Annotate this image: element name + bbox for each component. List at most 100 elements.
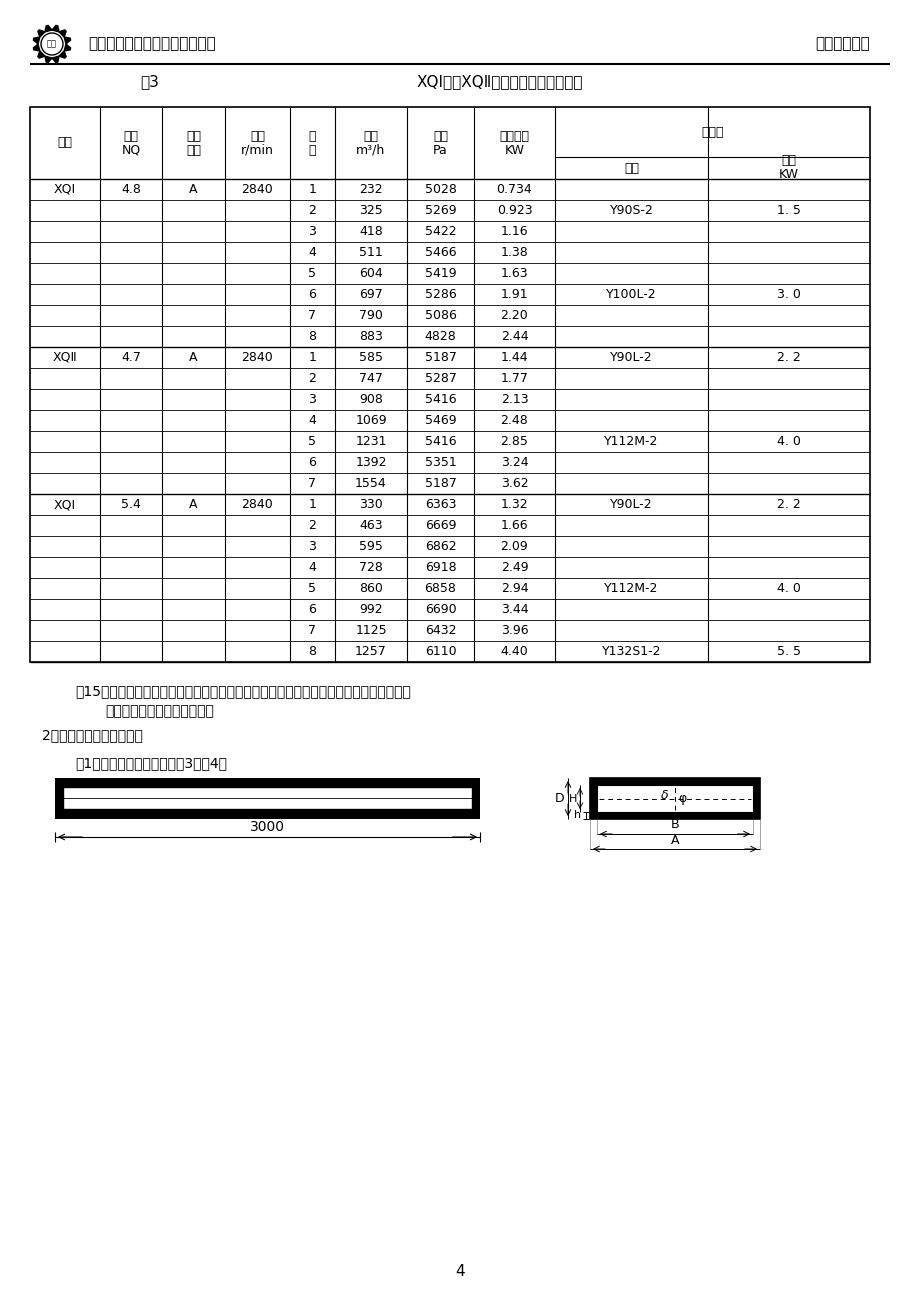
Text: 1554: 1554 bbox=[355, 477, 387, 490]
Text: 2.20: 2.20 bbox=[500, 309, 528, 322]
Text: 3: 3 bbox=[308, 393, 316, 406]
Polygon shape bbox=[52, 56, 59, 62]
Text: 3000: 3000 bbox=[250, 820, 285, 835]
Text: 5.4: 5.4 bbox=[121, 497, 141, 510]
Text: XQⅠ: XQⅠ bbox=[54, 184, 76, 197]
Bar bbox=[316, 811, 321, 816]
Text: 3: 3 bbox=[308, 225, 316, 238]
Text: m³/h: m³/h bbox=[356, 143, 385, 156]
Bar bbox=[452, 811, 457, 816]
Text: 6669: 6669 bbox=[425, 519, 456, 533]
Bar bbox=[282, 811, 287, 816]
Polygon shape bbox=[59, 30, 66, 36]
Polygon shape bbox=[33, 44, 40, 51]
Text: 空气输送斜槽: 空气输送斜槽 bbox=[814, 36, 869, 52]
Text: Y100L-2: Y100L-2 bbox=[606, 288, 656, 301]
Text: 747: 747 bbox=[358, 372, 382, 385]
Bar bbox=[55, 779, 62, 819]
Text: 463: 463 bbox=[358, 519, 382, 533]
Text: 6: 6 bbox=[308, 288, 316, 301]
Text: 3.24: 3.24 bbox=[500, 456, 528, 469]
Polygon shape bbox=[33, 36, 40, 44]
Text: 2.49: 2.49 bbox=[500, 561, 528, 574]
Bar bbox=[596, 785, 752, 812]
Text: 1.77: 1.77 bbox=[500, 372, 528, 385]
Text: 流量: 流量 bbox=[363, 129, 378, 142]
Text: 2.94: 2.94 bbox=[500, 582, 528, 595]
Text: 1257: 1257 bbox=[355, 644, 387, 658]
Text: 1392: 1392 bbox=[355, 456, 386, 469]
Text: 8: 8 bbox=[308, 329, 316, 342]
Text: 992: 992 bbox=[358, 603, 382, 616]
Text: 1: 1 bbox=[308, 497, 316, 510]
Text: 1125: 1125 bbox=[355, 624, 386, 637]
Text: 杭渡: 杭渡 bbox=[47, 39, 57, 48]
Text: 2. 2: 2. 2 bbox=[777, 497, 800, 510]
Text: 3.44: 3.44 bbox=[500, 603, 528, 616]
Text: 1. 5: 1. 5 bbox=[777, 204, 800, 217]
Bar bbox=[145, 811, 151, 816]
Text: 2.13: 2.13 bbox=[500, 393, 528, 406]
Text: 1.91: 1.91 bbox=[500, 288, 528, 301]
Text: 方式: 方式 bbox=[186, 143, 200, 156]
Text: 1.66: 1.66 bbox=[500, 519, 528, 533]
Text: 全压: 全压 bbox=[433, 129, 448, 142]
Text: 传动: 传动 bbox=[186, 129, 200, 142]
Bar bbox=[384, 811, 389, 816]
Text: Y90L-2: Y90L-2 bbox=[609, 497, 652, 510]
Text: 8: 8 bbox=[308, 644, 316, 658]
Text: 5416: 5416 bbox=[425, 393, 456, 406]
Text: 型号: 型号 bbox=[623, 161, 639, 174]
Text: 6432: 6432 bbox=[425, 624, 456, 637]
Text: 5: 5 bbox=[308, 267, 316, 280]
Text: 2: 2 bbox=[308, 372, 316, 385]
Text: 0.734: 0.734 bbox=[496, 184, 532, 197]
Text: 330: 330 bbox=[358, 497, 382, 510]
Text: 7: 7 bbox=[308, 309, 316, 322]
Text: 5419: 5419 bbox=[425, 267, 456, 280]
Text: 4: 4 bbox=[308, 414, 316, 427]
Text: H: H bbox=[568, 793, 576, 803]
Text: 1.44: 1.44 bbox=[500, 352, 528, 365]
Text: 5422: 5422 bbox=[425, 225, 456, 238]
Text: 728: 728 bbox=[358, 561, 382, 574]
Text: 232: 232 bbox=[358, 184, 382, 197]
Polygon shape bbox=[38, 30, 45, 36]
Text: D: D bbox=[554, 792, 564, 805]
Polygon shape bbox=[64, 36, 71, 44]
Text: 5351: 5351 bbox=[425, 456, 456, 469]
Text: 4: 4 bbox=[308, 246, 316, 259]
Text: 697: 697 bbox=[358, 288, 382, 301]
Text: （15）风机与斜槽的气道连接，可用钢板制成过渡形方管，中间也可用合适的胶管连接。: （15）风机与斜槽的气道连接，可用钢板制成过渡形方管，中间也可用合适的胶管连接。 bbox=[75, 684, 411, 698]
Text: Pa: Pa bbox=[433, 143, 448, 156]
Text: 5466: 5466 bbox=[425, 246, 456, 259]
Polygon shape bbox=[45, 26, 52, 31]
Text: 5028: 5028 bbox=[424, 184, 456, 197]
Text: 325: 325 bbox=[358, 204, 382, 217]
Text: 2840: 2840 bbox=[242, 352, 273, 365]
Text: 2. 2: 2. 2 bbox=[777, 352, 800, 365]
Text: 0.923: 0.923 bbox=[496, 204, 532, 217]
Text: 2: 2 bbox=[308, 204, 316, 217]
Text: r/min: r/min bbox=[241, 143, 274, 156]
Text: 4. 0: 4. 0 bbox=[777, 582, 800, 595]
Text: 1069: 1069 bbox=[355, 414, 386, 427]
Text: XQⅠ: XQⅠ bbox=[54, 497, 76, 510]
Text: 机号: 机号 bbox=[123, 129, 139, 142]
Polygon shape bbox=[45, 56, 52, 62]
Text: Y112M-2: Y112M-2 bbox=[604, 435, 658, 448]
Text: 型号: 型号 bbox=[57, 137, 73, 150]
Text: 号: 号 bbox=[309, 143, 316, 156]
Text: 1.16: 1.16 bbox=[500, 225, 528, 238]
Bar bbox=[350, 811, 355, 816]
Bar bbox=[213, 811, 219, 816]
Bar bbox=[77, 811, 83, 816]
Text: （1）标准槽：外形尺寸见图3及表4。: （1）标准槽：外形尺寸见图3及表4。 bbox=[75, 756, 227, 769]
Text: 电动机: 电动机 bbox=[700, 125, 723, 138]
Text: 6918: 6918 bbox=[425, 561, 456, 574]
Text: Y90L-2: Y90L-2 bbox=[609, 352, 652, 365]
Text: 6: 6 bbox=[308, 456, 316, 469]
Bar bbox=[111, 811, 117, 816]
Text: 1: 1 bbox=[308, 184, 316, 197]
Text: 6363: 6363 bbox=[425, 497, 456, 510]
